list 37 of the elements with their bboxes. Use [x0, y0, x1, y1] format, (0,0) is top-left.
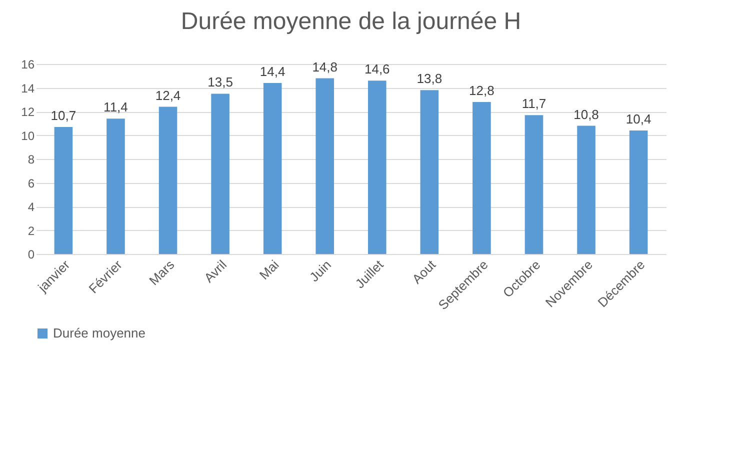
bar: [524, 115, 544, 254]
bar: [577, 126, 596, 254]
data-label: 11,4: [104, 100, 128, 115]
y-tick-label: 16: [21, 58, 35, 72]
data-label: 10,8: [574, 106, 599, 122]
data-label: 14,8: [312, 59, 338, 74]
y-tick-label: 0: [28, 248, 35, 262]
data-label: 12,4: [155, 88, 181, 103]
data-label: 10,7: [50, 108, 76, 123]
chart-title: Durée moyenne de la journée H: [180, 8, 522, 35]
bar: [420, 90, 439, 254]
x-tick-label: Mai: [256, 257, 282, 283]
bar: [158, 106, 178, 254]
y-tick-label: 10: [21, 128, 35, 143]
y-tick-label: 2: [28, 224, 35, 238]
bar: [472, 102, 491, 254]
y-tick-label: 14: [21, 81, 35, 96]
data-label: 10,4: [626, 112, 652, 126]
data-label: 13,5: [208, 74, 233, 90]
x-tick-label: Juin: [306, 257, 334, 285]
data-label: 13,8: [416, 71, 442, 86]
bar: [629, 130, 648, 254]
bar: [316, 78, 334, 254]
bar: [211, 94, 230, 254]
bar: [263, 83, 282, 254]
y-tick-label: 6: [28, 176, 35, 190]
y-tick-label: 4: [28, 200, 35, 214]
data-label: 11,7: [522, 96, 546, 112]
bar: [106, 118, 125, 254]
data-label: 12,8: [469, 83, 494, 98]
data-label: 14,4: [260, 64, 286, 79]
bar: [54, 126, 73, 254]
y-tick-label: 12: [21, 105, 35, 119]
bar: [368, 80, 386, 254]
data-label: 14,6: [364, 62, 390, 77]
legend-label: Durée moyenne: [53, 326, 146, 340]
y-tick-label: 8: [28, 152, 35, 166]
